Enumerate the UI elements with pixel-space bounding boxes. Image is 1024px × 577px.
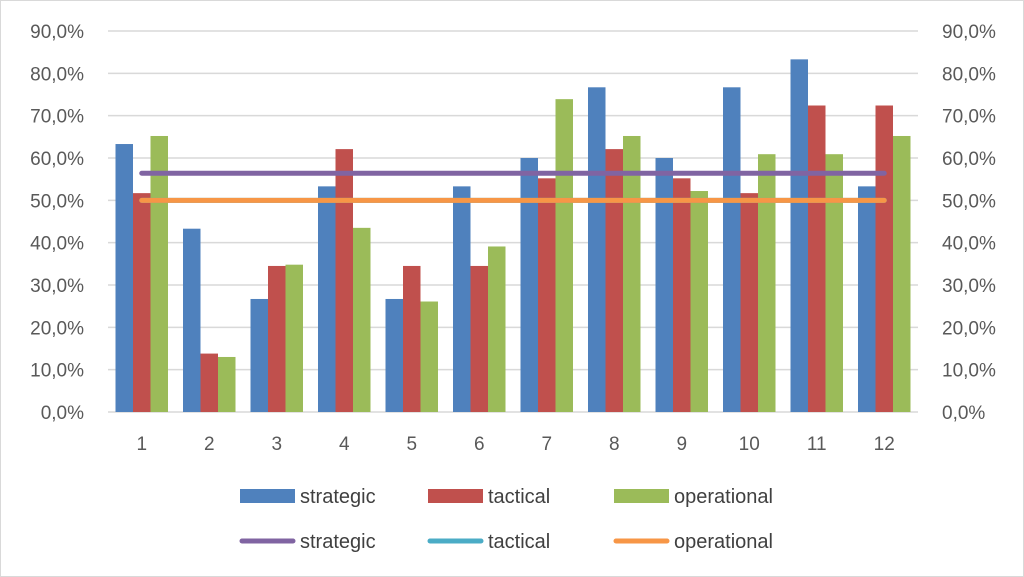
bar-strategic <box>183 228 201 412</box>
y-tick-label-right: 30,0% <box>942 276 996 297</box>
bar-tactical <box>605 149 623 413</box>
bar-strategic <box>385 298 403 412</box>
x-tick-label: 2 <box>204 434 215 455</box>
bar-operational <box>218 356 236 412</box>
bar-tactical <box>875 105 893 413</box>
line-series <box>139 170 887 203</box>
legend-label-strategic: strategic <box>300 531 376 553</box>
legend-swatch-tactical <box>428 489 483 503</box>
bar-strategic <box>655 158 673 412</box>
legend-label-operational: operational <box>674 531 773 553</box>
bar-operational <box>420 301 438 412</box>
bar-strategic <box>250 298 268 412</box>
bar-operational <box>555 99 573 412</box>
bar-strategic <box>588 87 606 412</box>
bar-operational <box>285 264 303 412</box>
x-tick-label: 10 <box>739 434 760 455</box>
bar-strategic <box>520 158 538 412</box>
y-tick-label-right: 70,0% <box>942 107 996 128</box>
y-tick-label-left: 40,0% <box>30 234 84 255</box>
y-tick-label-left: 20,0% <box>30 318 84 339</box>
y-tick-label-left: 70,0% <box>30 107 84 128</box>
y-tick-label-left: 60,0% <box>30 149 84 170</box>
bar-series <box>115 59 911 413</box>
bar-tactical <box>808 105 826 413</box>
y-tick-label-left: 80,0% <box>30 64 84 85</box>
bar-strategic <box>858 186 876 412</box>
bar-strategic <box>318 186 336 412</box>
y-tick-label-right: 40,0% <box>942 234 996 255</box>
y-tick-label-left: 0,0% <box>41 403 84 424</box>
bar-operational <box>893 135 911 412</box>
legend-swatch-strategic <box>240 489 295 503</box>
legend: strategic tactical operational strategic tac… <box>239 486 773 553</box>
bar-tactical <box>200 353 218 412</box>
bar-tactical <box>335 149 353 413</box>
bar-tactical <box>740 193 758 412</box>
y-tick-label-right: 20,0% <box>942 318 996 339</box>
y-tick-label-right: 90,0% <box>942 22 996 43</box>
bar-operational <box>758 154 776 412</box>
legend-label-strategic: strategic <box>300 486 376 508</box>
bar-operational <box>623 135 641 412</box>
bar-tactical <box>403 265 421 412</box>
bar-strategic <box>790 59 808 412</box>
x-tick-label: 7 <box>541 434 552 455</box>
bar-operational <box>150 135 168 412</box>
y-tick-label-left: 50,0% <box>30 191 84 212</box>
y-tick-label-right: 50,0% <box>942 191 996 212</box>
y-tick-label-right: 80,0% <box>942 64 996 85</box>
x-axis: 1 2 3 4 5 6 7 8 9 10 11 12 <box>136 434 894 455</box>
legend-label-tactical: tactical <box>488 531 550 553</box>
x-tick-label: 6 <box>474 434 485 455</box>
bar-tactical <box>538 178 556 412</box>
x-tick-label: 9 <box>676 434 687 455</box>
x-tick-label: 8 <box>609 434 620 455</box>
bar-tactical <box>673 178 691 412</box>
x-tick-label: 12 <box>874 434 895 455</box>
y-tick-label-right: 0,0% <box>942 403 985 424</box>
bar-strategic <box>115 144 133 412</box>
y-tick-label-left: 10,0% <box>30 361 84 382</box>
x-tick-label: 4 <box>339 434 350 455</box>
y-tick-label-left: 30,0% <box>30 276 84 297</box>
y-tick-label-right: 60,0% <box>942 149 996 170</box>
legend-label-operational: operational <box>674 486 773 508</box>
legend-label-tactical: tactical <box>488 486 550 508</box>
y-tick-label-left: 90,0% <box>30 22 84 43</box>
bar-operational <box>488 246 506 412</box>
bar-operational <box>825 154 843 412</box>
x-tick-label: 11 <box>807 434 827 455</box>
bar-strategic <box>723 87 741 412</box>
bar-tactical <box>470 265 488 412</box>
x-tick-label: 3 <box>271 434 282 455</box>
y-axis-left: 0,0% 10,0% 20,0% 30,0% 40,0% 50,0% 60,0% 70,0% 8… <box>30 22 84 424</box>
bar-operational <box>690 191 708 412</box>
bar-tactical <box>268 265 286 412</box>
legend-swatch-operational <box>614 489 669 503</box>
x-tick-label: 5 <box>406 434 417 455</box>
x-tick-label: 1 <box>136 434 147 455</box>
y-tick-label-right: 10,0% <box>942 361 996 382</box>
y-axis-right: 0,0% 10,0% 20,0% 30,0% 40,0% 50,0% 60,0% 70,0% 8… <box>942 22 996 424</box>
bar-tactical <box>133 193 151 412</box>
bar-operational <box>353 227 371 412</box>
bar-strategic <box>453 186 471 412</box>
